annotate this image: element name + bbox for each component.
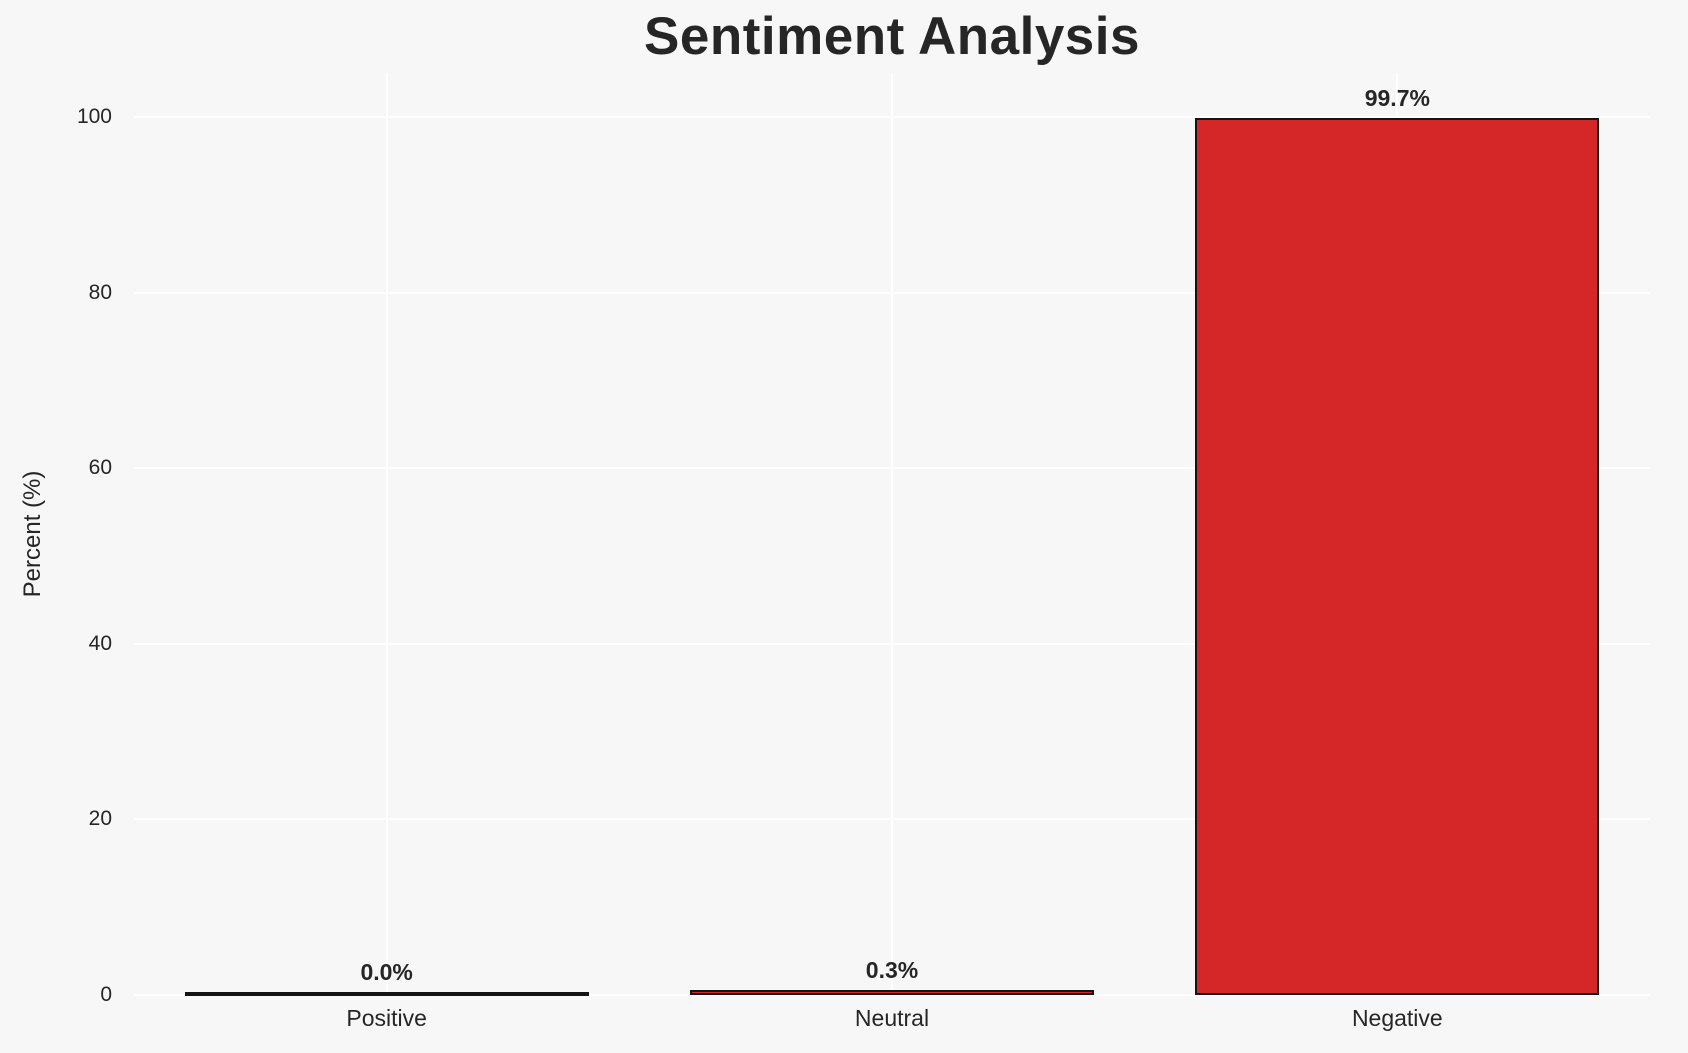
bar-positive (185, 992, 589, 996)
y-gridline (134, 994, 1650, 996)
x-tick-label-positive: Positive (346, 1005, 427, 1031)
bar-negative (1195, 117, 1599, 995)
bar-value-label-negative: 99.7% (1364, 84, 1430, 111)
x-gridline (385, 73, 388, 995)
y-tick-label: 100 (76, 104, 112, 128)
x-tick-label-negative: Negative (1351, 1005, 1443, 1031)
x-gridline (891, 73, 893, 995)
y-axis-label: Percent (%) (19, 470, 46, 598)
y-tick-label: 80 (88, 280, 112, 304)
bar-value-label-neutral: 0.3% (865, 957, 919, 984)
bar-value-label-positive: 0.0% (360, 959, 413, 985)
bar-neutral (690, 990, 1094, 995)
y-tick-label: 40 (88, 631, 112, 655)
y-tick-label: 60 (88, 456, 112, 480)
y-tick-label: 20 (88, 807, 112, 831)
x-tick-label-neutral: Neutral (854, 1005, 930, 1031)
chart-title: Sentiment Analysis (644, 7, 1140, 66)
y-tick-label: 0 (100, 983, 112, 1006)
